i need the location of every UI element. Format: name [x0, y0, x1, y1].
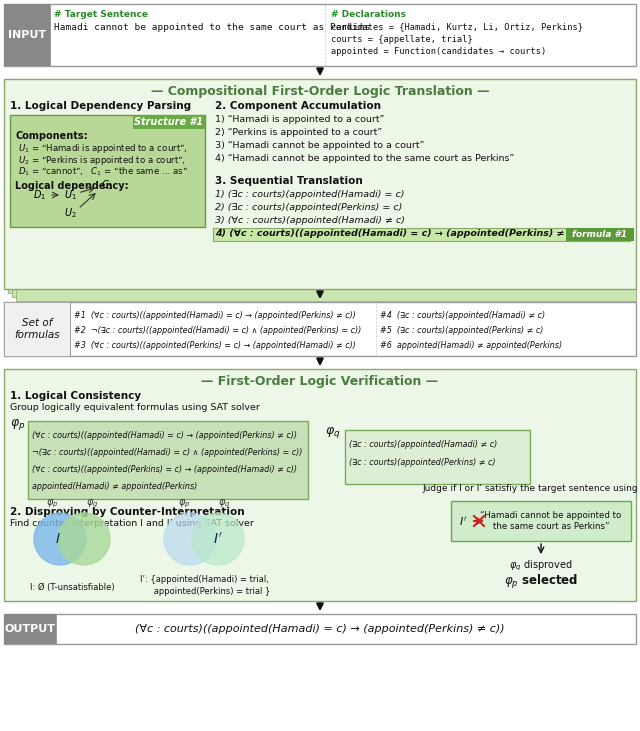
Text: I: Ø (T-unsatisfiable): I: Ø (T-unsatisfiable)	[29, 583, 115, 592]
Text: Judge if I or I’ satisfiy the target sentence using LLM: Judge if I or I’ satisfiy the target sen…	[423, 484, 640, 493]
Text: $I$: $I$	[55, 532, 61, 546]
Bar	[4, 4, 636, 66]
Text: $C_1$: $C_1$	[100, 178, 113, 192]
Bar	[4, 302, 636, 356]
Text: $\varphi_q$: $\varphi_q$	[325, 425, 340, 440]
Text: #6  appointed(Hamadi) ≠ appointed(Perkins): #6 appointed(Hamadi) ≠ appointed(Perkins…	[380, 341, 562, 350]
Text: — First-Order Logic Verification —: — First-Order Logic Verification —	[202, 375, 438, 388]
Circle shape	[164, 513, 216, 565]
Text: $\varphi_p$: $\varphi_p$	[10, 417, 26, 432]
Bar	[4, 614, 56, 644]
Text: $\varphi_q$: $\varphi_q$	[218, 498, 230, 510]
Text: 3) (∀c : courts)(appointed(Hamadi) ≠ c): 3) (∀c : courts)(appointed(Hamadi) ≠ c)	[215, 216, 405, 225]
Text: $\varphi_p$: $\varphi_p$	[46, 498, 58, 510]
Text: $U_1$ = “Hamadi is appointed to a court”,: $U_1$ = “Hamadi is appointed to a court”…	[18, 142, 188, 155]
Text: (∃c : courts)(appointed(Perkins) ≠ c): (∃c : courts)(appointed(Perkins) ≠ c)	[349, 458, 495, 467]
Text: (∃c : courts)(appointed(Hamadi) ≠ c): (∃c : courts)(appointed(Hamadi) ≠ c)	[349, 440, 497, 449]
Bar	[4, 79, 636, 289]
Text: Find counter-interpretation I and I’ using SAT solver: Find counter-interpretation I and I’ usi…	[10, 519, 254, 528]
Text: OUTPUT: OUTPUT	[4, 624, 56, 634]
Text: #2  ¬(∃c : courts)((appointed(Hamadi) = c) ∧ (appointed(Perkins) = c)): #2 ¬(∃c : courts)((appointed(Hamadi) = c…	[74, 326, 361, 335]
Bar	[451, 501, 631, 541]
Bar	[566, 228, 634, 241]
Bar	[133, 115, 205, 129]
Text: $I'$: $I'$	[459, 515, 467, 528]
Text: Components:: Components:	[15, 131, 88, 141]
Text: # Declarations: # Declarations	[332, 10, 406, 19]
Text: “Hamadi cannot be appointed to
the same court as Perkins”: “Hamadi cannot be appointed to the same …	[481, 511, 621, 531]
Text: $U_1$: $U_1$	[63, 188, 76, 202]
Bar	[4, 4, 50, 66]
Text: #5  (∃c : courts)(appointed(Perkins) ≠ c): #5 (∃c : courts)(appointed(Perkins) ≠ c)	[380, 326, 543, 335]
Text: (∀c : courts)((appointed(Perkins) = c) → (appointed(Hamadi) ≠ c)): (∀c : courts)((appointed(Perkins) = c) →…	[32, 465, 297, 474]
Text: (∀c : courts)((appointed(Hamadi) = c) → (appointed(Perkins) ≠ c)): (∀c : courts)((appointed(Hamadi) = c) → …	[135, 624, 505, 634]
Text: Logical dependency:: Logical dependency:	[15, 181, 129, 191]
Text: $D_1$: $D_1$	[33, 188, 47, 202]
Bar	[4, 302, 70, 356]
Text: $\varphi_p$ selected: $\varphi_p$ selected	[504, 573, 578, 591]
Bar	[10, 115, 205, 227]
Text: (∀c : courts)((appointed(Hamadi) = c) → (appointed(Perkins) ≠ c)): (∀c : courts)((appointed(Hamadi) = c) → …	[32, 431, 297, 440]
Bar	[345, 430, 530, 484]
Text: $U_2$: $U_2$	[63, 206, 76, 220]
Text: #1  (∀c : courts)((appointed(Hamadi) = c) → (appointed(Perkins) ≠ c)): #1 (∀c : courts)((appointed(Hamadi) = c)…	[74, 311, 356, 320]
Text: — Compositional First-Order Logic Translation —: — Compositional First-Order Logic Transl…	[151, 85, 489, 98]
Text: $\varphi_q$ disproved: $\varphi_q$ disproved	[509, 559, 573, 573]
Text: 2) (∃c : courts)(appointed(Perkins) = c): 2) (∃c : courts)(appointed(Perkins) = c)	[215, 203, 403, 212]
Text: appointed(Hamadi) ≠ appointed(Perkins): appointed(Hamadi) ≠ appointed(Perkins)	[32, 482, 197, 491]
Bar	[4, 369, 636, 601]
Text: # Target Sentence: # Target Sentence	[54, 10, 148, 19]
Text: 1. Logical Consistency: 1. Logical Consistency	[10, 391, 141, 401]
Bar	[8, 83, 636, 293]
Text: Structure #1: Structure #1	[134, 117, 204, 127]
Text: $\varphi_p$: $\varphi_p$	[178, 498, 190, 510]
Circle shape	[192, 513, 244, 565]
Text: 1) “Hamadi is appointed to a court”: 1) “Hamadi is appointed to a court”	[215, 115, 385, 124]
Text: appointed(Perkins) = trial }: appointed(Perkins) = trial }	[138, 587, 270, 596]
Text: $\varphi_q$: $\varphi_q$	[86, 498, 98, 510]
Text: 1. Logical Dependency Parsing: 1. Logical Dependency Parsing	[10, 101, 191, 111]
Text: $U_2$ = “Perkins is appointed to a court”,: $U_2$ = “Perkins is appointed to a court…	[18, 154, 186, 167]
Text: #4  (∃c : courts)(appointed(Hamadi) ≠ c): #4 (∃c : courts)(appointed(Hamadi) ≠ c)	[380, 311, 545, 320]
Text: INPUT: INPUT	[8, 30, 46, 40]
Circle shape	[34, 513, 86, 565]
Text: 2. Component Accumulation: 2. Component Accumulation	[215, 101, 381, 111]
Text: Group logically equivalent formulas using SAT solver: Group logically equivalent formulas usin…	[10, 403, 260, 412]
Circle shape	[58, 513, 110, 565]
Text: appointed = Function(candidates → courts): appointed = Function(candidates → courts…	[332, 47, 547, 56]
Text: 4) (∀c : courts)((appointed(Hamadi) = c) → (appointed(Perkins) ≠ c)): 4) (∀c : courts)((appointed(Hamadi) = c)…	[215, 229, 582, 238]
Bar	[16, 91, 636, 301]
Bar	[4, 614, 636, 644]
Text: #3  (∀c : courts)((appointed(Perkins) = c) → (appointed(Hamadi) ≠ c)): #3 (∀c : courts)((appointed(Perkins) = c…	[74, 341, 356, 350]
Text: 4) “Hamadi cannot be appointed to the same court as Perkins”: 4) “Hamadi cannot be appointed to the sa…	[215, 154, 515, 163]
Text: courts = {appellate, trial}: courts = {appellate, trial}	[332, 34, 473, 44]
Bar	[12, 87, 636, 297]
Text: Hamadi cannot be appointed to the same court as Perkins: Hamadi cannot be appointed to the same c…	[54, 23, 371, 32]
Text: $D_1$ = “cannot”,   $C_1$ = “the same ... as”: $D_1$ = “cannot”, $C_1$ = “the same ... …	[18, 166, 188, 178]
Text: Set of
formulas: Set of formulas	[14, 318, 60, 340]
Text: 3. Sequential Translation: 3. Sequential Translation	[215, 176, 363, 186]
Text: candidates = {Hamadi, Kurtz, Li, Ortiz, Perkins}: candidates = {Hamadi, Kurtz, Li, Ortiz, …	[332, 22, 584, 31]
Text: 1) (∃c : courts)(appointed(Hamadi) = c): 1) (∃c : courts)(appointed(Hamadi) = c)	[215, 190, 404, 199]
Text: formula #1: formula #1	[572, 230, 628, 239]
Text: 2) “Perkins is appointed to a court”: 2) “Perkins is appointed to a court”	[215, 128, 382, 137]
Text: 2. Disproving by Counter-Interpretation: 2. Disproving by Counter-Interpretation	[10, 507, 244, 517]
Text: $I'$: $I'$	[213, 531, 223, 547]
Text: ¬(∃c : courts)((appointed(Hamadi) = c) ∧ (appointed(Perkins) = c)): ¬(∃c : courts)((appointed(Hamadi) = c) ∧…	[32, 448, 302, 457]
Text: 3) “Hamadi cannot be appointed to a court”: 3) “Hamadi cannot be appointed to a cour…	[215, 141, 424, 150]
Bar	[213, 228, 630, 241]
Bar	[28, 421, 308, 499]
Text: I’: {appointed(Hamadi) = trial,: I’: {appointed(Hamadi) = trial,	[140, 575, 268, 584]
